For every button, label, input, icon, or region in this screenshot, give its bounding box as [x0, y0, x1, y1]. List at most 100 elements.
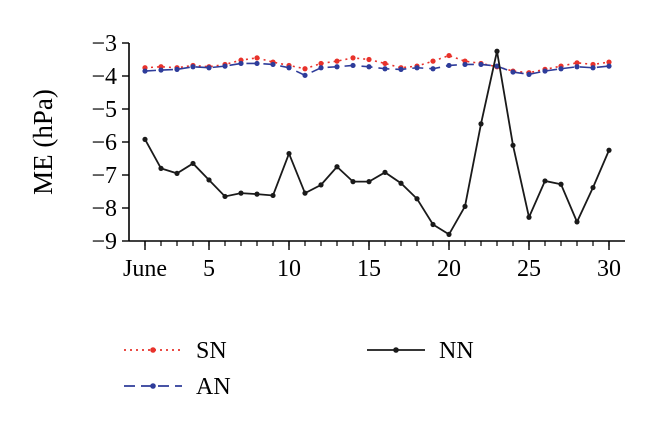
series-nn-point — [206, 177, 212, 183]
series-an-point — [494, 63, 500, 69]
y-tick-label: −6 — [91, 130, 117, 156]
series-nn-point — [190, 160, 196, 167]
series-nn-point — [478, 121, 484, 127]
legend-label-nn: NN — [439, 338, 474, 364]
x-tick-label: 20 — [437, 256, 461, 282]
series-nn-point — [574, 219, 580, 225]
legend-item-an: AN — [124, 374, 231, 400]
series-sn-point — [446, 52, 452, 59]
series-sn-point — [382, 60, 388, 67]
series-an-point — [574, 64, 580, 70]
y-tick-label: −4 — [91, 64, 117, 90]
series-an-point — [414, 65, 420, 71]
series-an-point — [190, 64, 196, 70]
series-an-point — [446, 62, 452, 69]
series-an-point — [366, 64, 372, 70]
legend-marker-sn — [150, 347, 156, 353]
series-nn-point — [494, 48, 500, 54]
x-tick-label: June — [123, 256, 167, 282]
series-an-point — [510, 69, 516, 75]
plot-area: −9 −8 −7 −6 −5 −4 −3 June 5 10 15 20 25 30 — [91, 31, 625, 282]
series-sn-point — [350, 55, 356, 61]
series-an-point — [462, 61, 468, 68]
series-an-point — [430, 66, 436, 72]
series-sn-point — [366, 56, 372, 63]
series-an-point — [334, 64, 340, 70]
series-an-point — [350, 62, 356, 69]
series-an-line — [144, 62, 610, 77]
series-nn-point — [398, 180, 404, 186]
series-an-point — [558, 66, 564, 72]
series-sn-line — [144, 54, 610, 74]
series-nn-point — [350, 179, 356, 185]
series-sn-point — [606, 59, 612, 65]
legend-label-sn: SN — [196, 338, 227, 364]
series-nn-point — [558, 181, 564, 187]
series-an-point — [526, 71, 532, 77]
series-an-point — [302, 72, 308, 78]
series-an-point — [606, 63, 612, 69]
series-nn-point — [590, 184, 596, 191]
y-tick-label: −3 — [91, 31, 117, 57]
series-sn-point — [254, 55, 260, 61]
series-an-point — [174, 66, 180, 72]
series-an-point — [478, 61, 484, 68]
series-nn-point — [158, 165, 164, 171]
series-an-point — [222, 63, 228, 69]
series-nn-point — [526, 214, 532, 220]
series-nn-point — [542, 178, 548, 184]
y-axis-title: ME (hPa) — [28, 89, 58, 195]
series-nn-point — [606, 147, 612, 153]
series-an-point — [158, 67, 164, 73]
series-sn-point — [430, 58, 436, 64]
series-nn-point — [462, 203, 468, 209]
legend-marker-an — [150, 383, 156, 389]
series-nn-point — [414, 196, 420, 202]
x-tick-label: 10 — [277, 256, 301, 282]
series-nn-point — [222, 193, 228, 200]
series-nn-point — [238, 190, 244, 196]
legend-item-nn: NN — [367, 338, 474, 364]
series-an-point — [590, 65, 596, 71]
series-an-point — [286, 65, 292, 71]
y-tick-label: −8 — [91, 196, 117, 222]
legend-marker-nn — [393, 347, 399, 353]
series-nn-point — [446, 231, 452, 237]
y-tick-label: −9 — [91, 229, 117, 255]
series-nn-line — [144, 51, 610, 236]
series-nn-point — [174, 170, 180, 176]
legend: SN AN NN — [124, 338, 474, 400]
series-nn-point — [270, 192, 276, 199]
series-an-point — [398, 66, 404, 72]
series-sn-point — [302, 66, 308, 72]
series-nn-point — [142, 136, 148, 142]
series-sn-point — [334, 58, 340, 64]
y-tick-label: −5 — [91, 97, 117, 123]
x-tick-label: 30 — [597, 256, 621, 282]
series-nn-point — [430, 221, 436, 228]
series-nn-point — [366, 179, 372, 185]
series-an-point — [206, 65, 212, 71]
series-an-point — [270, 61, 276, 68]
series-nn-point — [510, 142, 516, 148]
series-an-point — [142, 68, 148, 74]
legend-label-an: AN — [196, 374, 231, 400]
series-an-point — [542, 68, 548, 74]
series-sn-point — [574, 60, 580, 66]
x-tick-label: 15 — [357, 256, 381, 282]
x-tick-label: 25 — [517, 256, 541, 282]
series-an-point — [318, 65, 324, 71]
series-nn-point — [318, 182, 324, 188]
series-an-point — [254, 60, 260, 67]
series-nn-point — [334, 164, 340, 170]
y-tick-label: −7 — [91, 163, 117, 189]
series-nn-point — [382, 169, 388, 175]
series-an-point — [382, 66, 388, 72]
series-nn-point — [302, 190, 308, 196]
series-an-point — [238, 60, 244, 67]
series-sn-point — [318, 60, 324, 67]
series-nn-point — [254, 191, 260, 197]
legend-item-sn: SN — [124, 338, 227, 364]
x-tick-label: 5 — [203, 256, 215, 282]
